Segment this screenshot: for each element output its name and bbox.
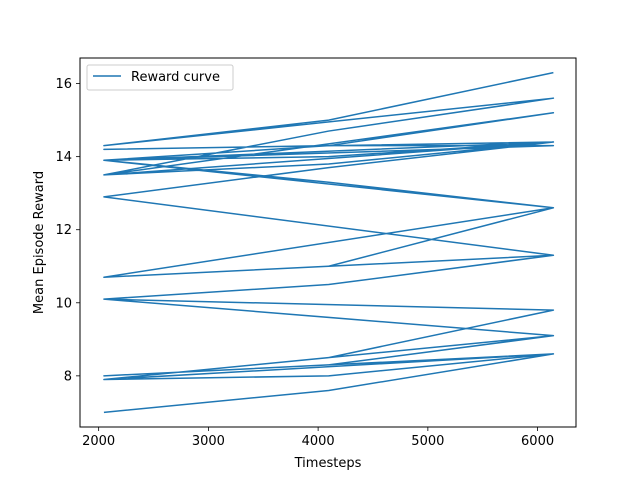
x-tick-label: 2000	[82, 434, 115, 449]
y-tick-label: 14	[55, 150, 72, 165]
plot-frame	[79, 57, 577, 428]
x-axis-label: Timesteps	[294, 456, 362, 471]
x-tick-label: 3000	[192, 434, 225, 449]
y-axis-ticks: 8 10 12 14 16	[55, 77, 80, 384]
y-tick-label: 16	[55, 77, 72, 92]
x-axis-ticks: 2000 3000 4000 5000 6000	[82, 427, 554, 449]
series-layer	[103, 71, 555, 414]
y-tick-label: 12	[55, 223, 72, 238]
legend-entry-label: Reward curve	[131, 70, 220, 85]
x-tick-label: 6000	[521, 434, 554, 449]
x-tick-label: 4000	[302, 434, 335, 449]
series-line-0	[103, 71, 555, 414]
x-tick-label: 5000	[411, 434, 444, 449]
y-tick-label: 10	[55, 296, 72, 311]
y-axis-label: Mean Episode Reward	[32, 171, 47, 314]
legend-box	[86, 64, 234, 91]
legend: Reward curve	[86, 64, 234, 91]
y-tick-label: 8	[64, 369, 72, 384]
